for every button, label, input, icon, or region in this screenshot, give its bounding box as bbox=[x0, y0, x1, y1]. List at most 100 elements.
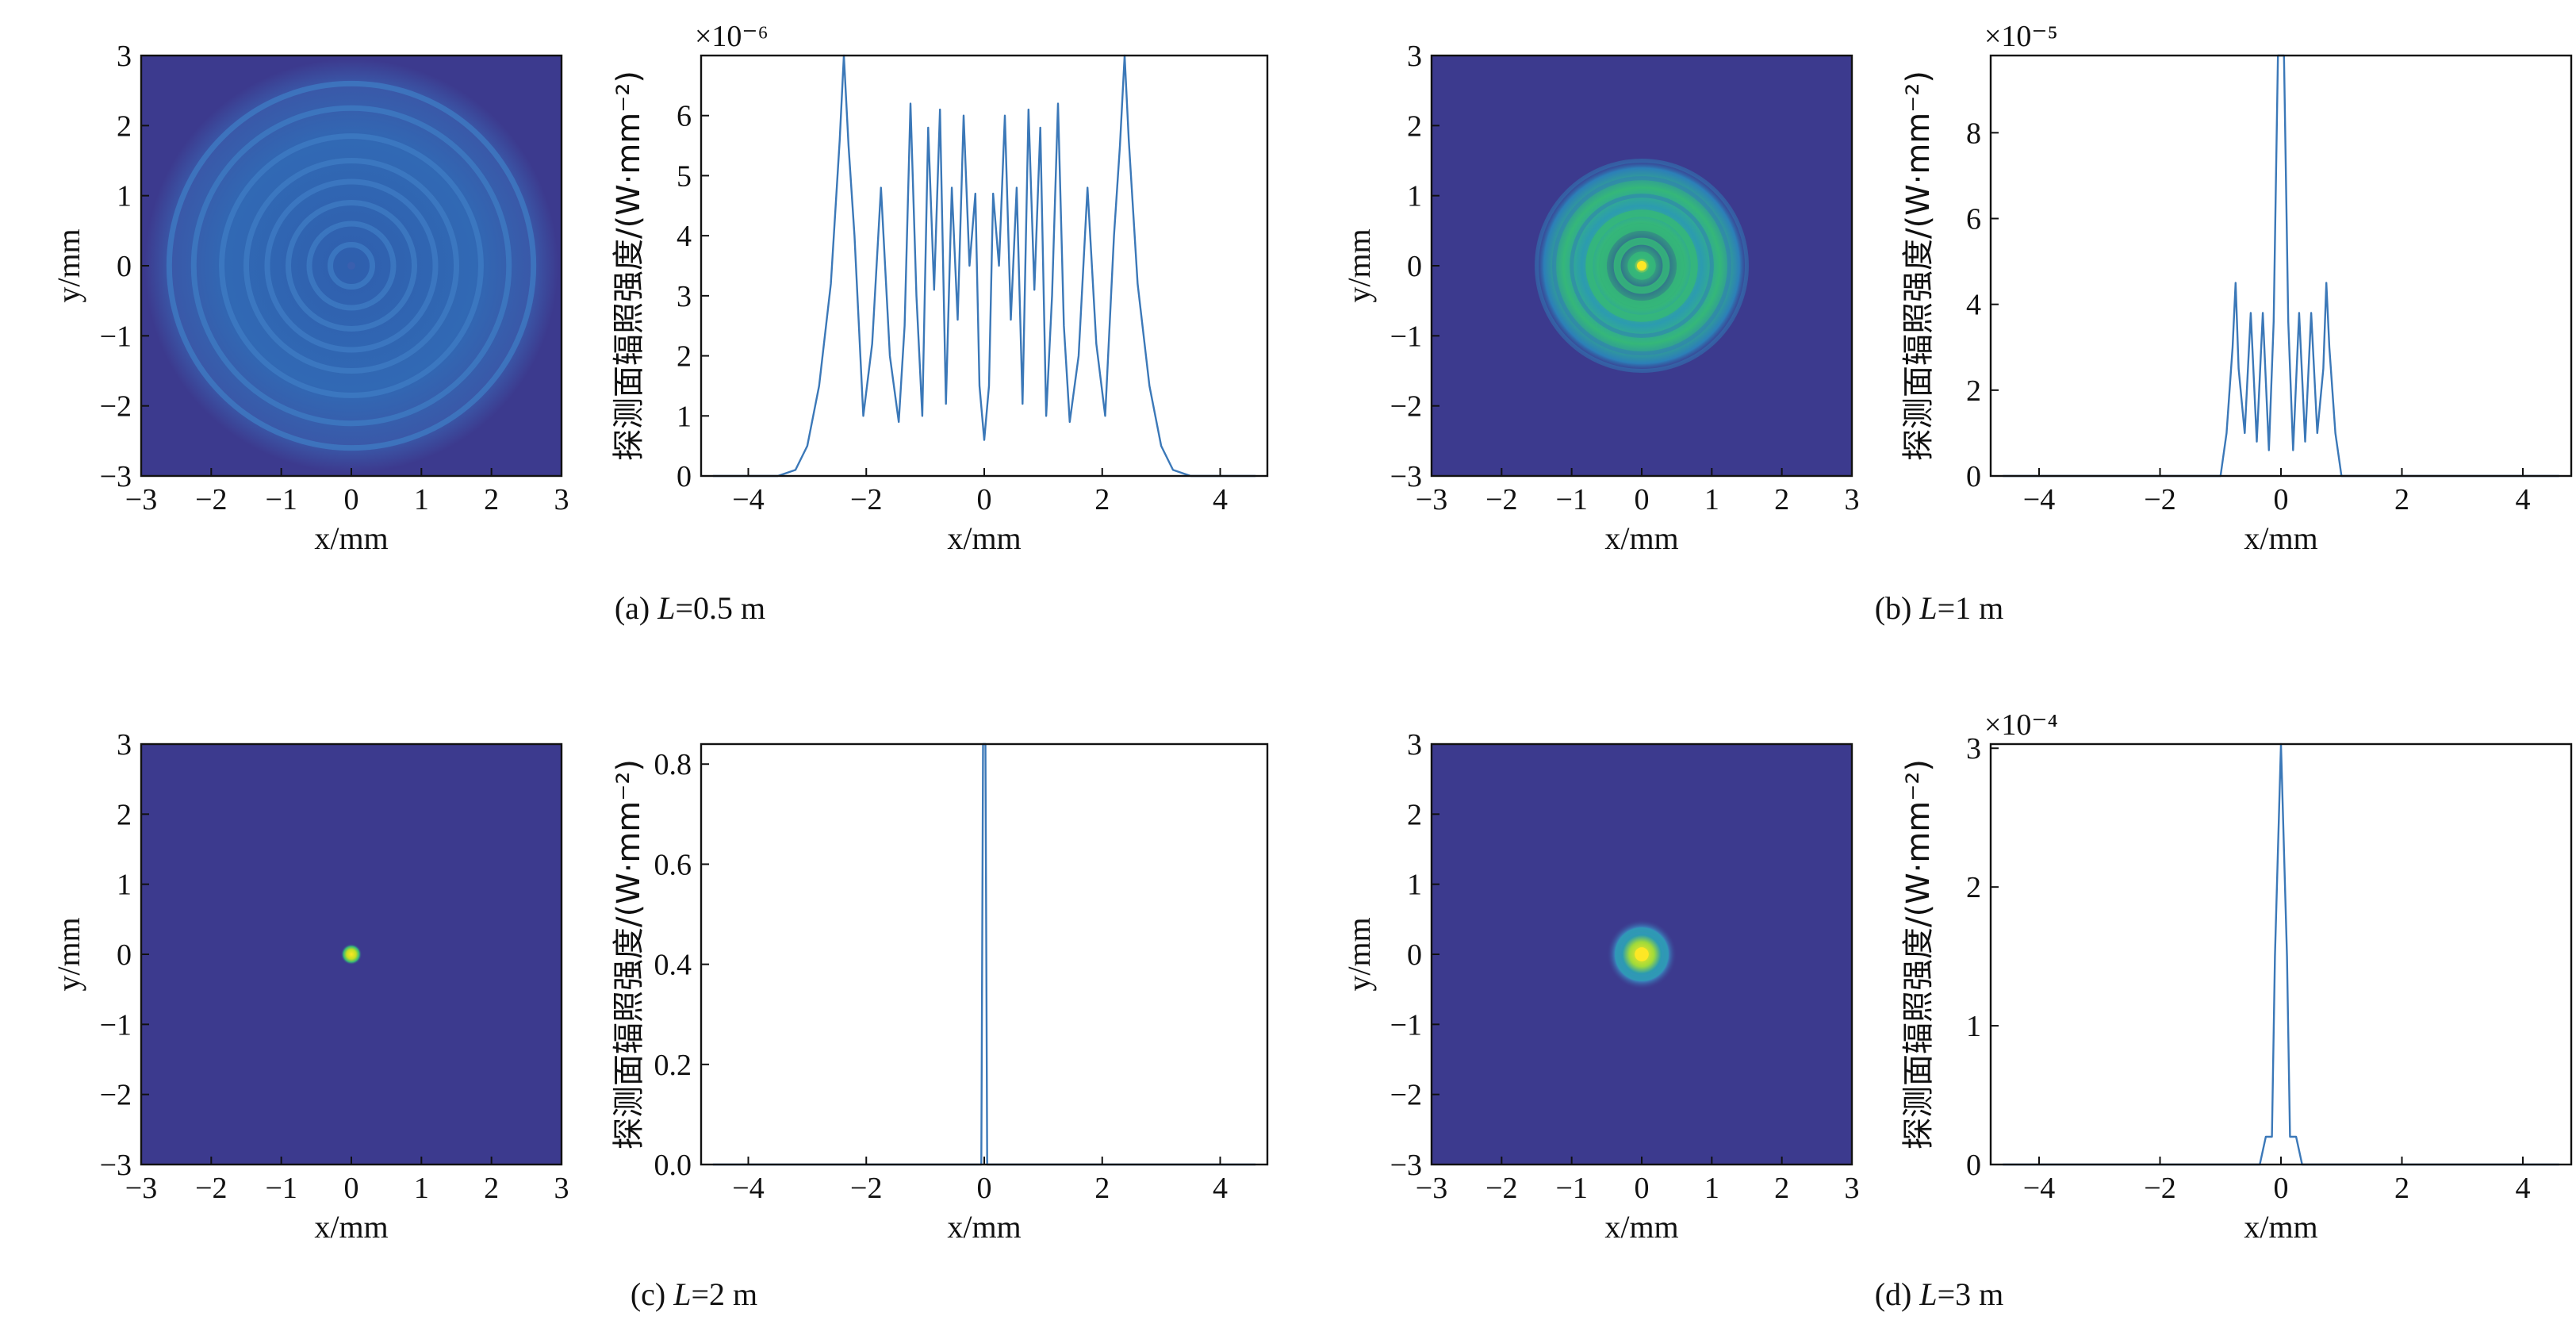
y-tick-label: 2 bbox=[677, 340, 692, 374]
x-tick-label: 2 bbox=[484, 1172, 499, 1205]
heatmap-ring bbox=[264, 178, 439, 353]
x-tick-label: 0 bbox=[2274, 483, 2289, 516]
heatmap-ring bbox=[1552, 176, 1731, 355]
y-tick-label: 6 bbox=[677, 100, 692, 133]
y-tick-label: −1 bbox=[1390, 320, 1422, 353]
x-tick-label: −1 bbox=[1555, 483, 1587, 516]
y-tick-label: 2 bbox=[1966, 374, 1981, 408]
x-axis-label: x/mm bbox=[947, 1209, 1021, 1245]
y-axis-label: y/mm bbox=[51, 228, 86, 302]
heatmap-ring bbox=[306, 221, 397, 311]
x-tick-label: 4 bbox=[2516, 1172, 2531, 1205]
x-tick-label: 2 bbox=[484, 483, 499, 516]
y-tick-label: 0.0 bbox=[654, 1149, 692, 1182]
y-tick-label: 0 bbox=[117, 250, 132, 283]
profile-series-line bbox=[2003, 54, 2559, 478]
heatmap-ring bbox=[1585, 209, 1698, 322]
y-tick-label: 0 bbox=[1966, 460, 1981, 493]
heatmap-panel-c: −3 −2 −1 0 1 2 3 3 2 1 0 −1 −2 −3 x/mm y/mm bbox=[51, 728, 569, 1245]
y-tick-label: 0.4 bbox=[654, 949, 692, 982]
caption-suffix: =0.5 m bbox=[675, 590, 765, 626]
x-tick-label: −2 bbox=[1485, 483, 1517, 516]
y-tick-label: 0.6 bbox=[654, 848, 692, 881]
y-tick-label: 8 bbox=[1966, 117, 1981, 150]
x-tick-label: −4 bbox=[732, 1172, 764, 1205]
x-axis-label: x/mm bbox=[314, 520, 388, 556]
x-tick-label: 0 bbox=[977, 1172, 992, 1205]
heatmap-panel-b: −3 −2 −1 0 1 2 3 3 2 1 0 −1 −2 −3 x/mm y/mm bbox=[1341, 40, 1860, 556]
y-axis-label: y/mm bbox=[51, 917, 86, 991]
y-tick-label: 3 bbox=[677, 280, 692, 313]
x-tick-label: 4 bbox=[1213, 483, 1228, 516]
profile-panel-b: −4 −2 0 2 4 0 2 4 6 8 ×10⁻⁵ x/mm 探测面辐照强度/(W·mm⁻²) bbox=[1900, 20, 2573, 556]
x-tick-label: 0 bbox=[344, 1172, 359, 1205]
y-tick-label: 3 bbox=[1407, 728, 1422, 762]
profile-panel-a: −4 −2 0 2 4 0 1 2 3 4 5 6 ×10⁻⁶ x/mm 探测面辐照强度/(W·mm⁻²) bbox=[611, 20, 1269, 556]
x-tick-label: −1 bbox=[1555, 1172, 1587, 1205]
heatmap-ring bbox=[1570, 194, 1714, 338]
y-tick-label: −3 bbox=[1390, 1149, 1422, 1182]
y-tick-label: −1 bbox=[100, 320, 132, 353]
heatmap-ring bbox=[1615, 927, 1669, 981]
x-axis-label: x/mm bbox=[2244, 520, 2317, 556]
y-tick-label: −2 bbox=[100, 390, 132, 424]
x-tick-label: −2 bbox=[850, 483, 882, 516]
x-tick-label: 1 bbox=[1704, 483, 1719, 516]
profile-frame bbox=[1989, 742, 2573, 1166]
heatmap-ring bbox=[286, 200, 417, 332]
y-axis-label: y/mm bbox=[1341, 917, 1377, 991]
x-tick-label: 0 bbox=[1635, 483, 1650, 516]
y-tick-label: 0.2 bbox=[654, 1049, 692, 1082]
x-axis-label: x/mm bbox=[1604, 1209, 1678, 1245]
heatmap-panel-d: −3 −2 −1 0 1 2 3 3 2 1 0 −1 −2 −3 x/mm y/mm bbox=[1341, 728, 1860, 1245]
caption-prefix: (d) bbox=[1875, 1276, 1920, 1312]
y-tick-label: 2 bbox=[117, 798, 132, 831]
x-tick-label: −1 bbox=[265, 483, 297, 516]
y-axis-label: 探测面辐照强度/(W·mm⁻²) bbox=[1900, 759, 1937, 1149]
y-tick-label: −2 bbox=[1390, 1079, 1422, 1112]
profile-series-line bbox=[712, 742, 1256, 1166]
x-tick-label: 0 bbox=[344, 483, 359, 516]
x-tick-label: 3 bbox=[554, 1172, 569, 1205]
y-scale-exponent: ×10⁻⁶ bbox=[695, 20, 769, 53]
y-scale-exponent: ×10⁻⁵ bbox=[1984, 20, 2058, 53]
y-tick-label: 1 bbox=[1407, 869, 1422, 902]
x-tick-label: −2 bbox=[2144, 1172, 2175, 1205]
heatmap-spot bbox=[340, 943, 362, 965]
y-tick-label: 0.8 bbox=[654, 748, 692, 781]
caption-prefix: (a) bbox=[615, 590, 657, 626]
y-tick-label: −2 bbox=[100, 1079, 132, 1112]
caption-variable: L bbox=[657, 590, 675, 626]
y-tick-label: 1 bbox=[677, 400, 692, 433]
y-tick-label: 0 bbox=[1966, 1149, 1981, 1182]
heatmap-ring bbox=[1627, 251, 1656, 280]
x-tick-label: −2 bbox=[2144, 483, 2175, 516]
x-tick-label: 2 bbox=[2394, 1172, 2409, 1205]
y-tick-label: 0 bbox=[677, 460, 692, 493]
profile-series-line bbox=[2003, 742, 2559, 1166]
x-tick-label: −2 bbox=[195, 483, 227, 516]
x-tick-label: −3 bbox=[1416, 1172, 1447, 1205]
y-tick-label: −2 bbox=[1390, 390, 1422, 424]
x-axis-label: x/mm bbox=[947, 520, 1021, 556]
y-tick-label: 3 bbox=[117, 728, 132, 762]
x-tick-label: 3 bbox=[1845, 483, 1860, 516]
x-tick-label: −3 bbox=[1416, 483, 1447, 516]
x-tick-label: −4 bbox=[732, 483, 764, 516]
y-tick-label: 4 bbox=[1966, 289, 1981, 322]
x-tick-label: 0 bbox=[977, 483, 992, 516]
x-tick-label: −4 bbox=[2023, 1172, 2055, 1205]
profile-frame bbox=[1989, 54, 2573, 478]
heatmap-ring bbox=[243, 158, 459, 374]
x-axis-label: x/mm bbox=[1604, 520, 1678, 556]
heatmap-ring bbox=[1599, 223, 1685, 309]
heatmap-ring bbox=[1535, 159, 1749, 373]
y-tick-label: 2 bbox=[1407, 798, 1422, 831]
caption-suffix: =1 m bbox=[1938, 590, 2004, 626]
x-tick-label: 1 bbox=[1704, 1172, 1719, 1205]
heatmap-ring bbox=[190, 105, 512, 427]
x-tick-label: 2 bbox=[1094, 483, 1110, 516]
x-tick-label: −2 bbox=[195, 1172, 227, 1205]
y-tick-label: −3 bbox=[1390, 460, 1422, 493]
